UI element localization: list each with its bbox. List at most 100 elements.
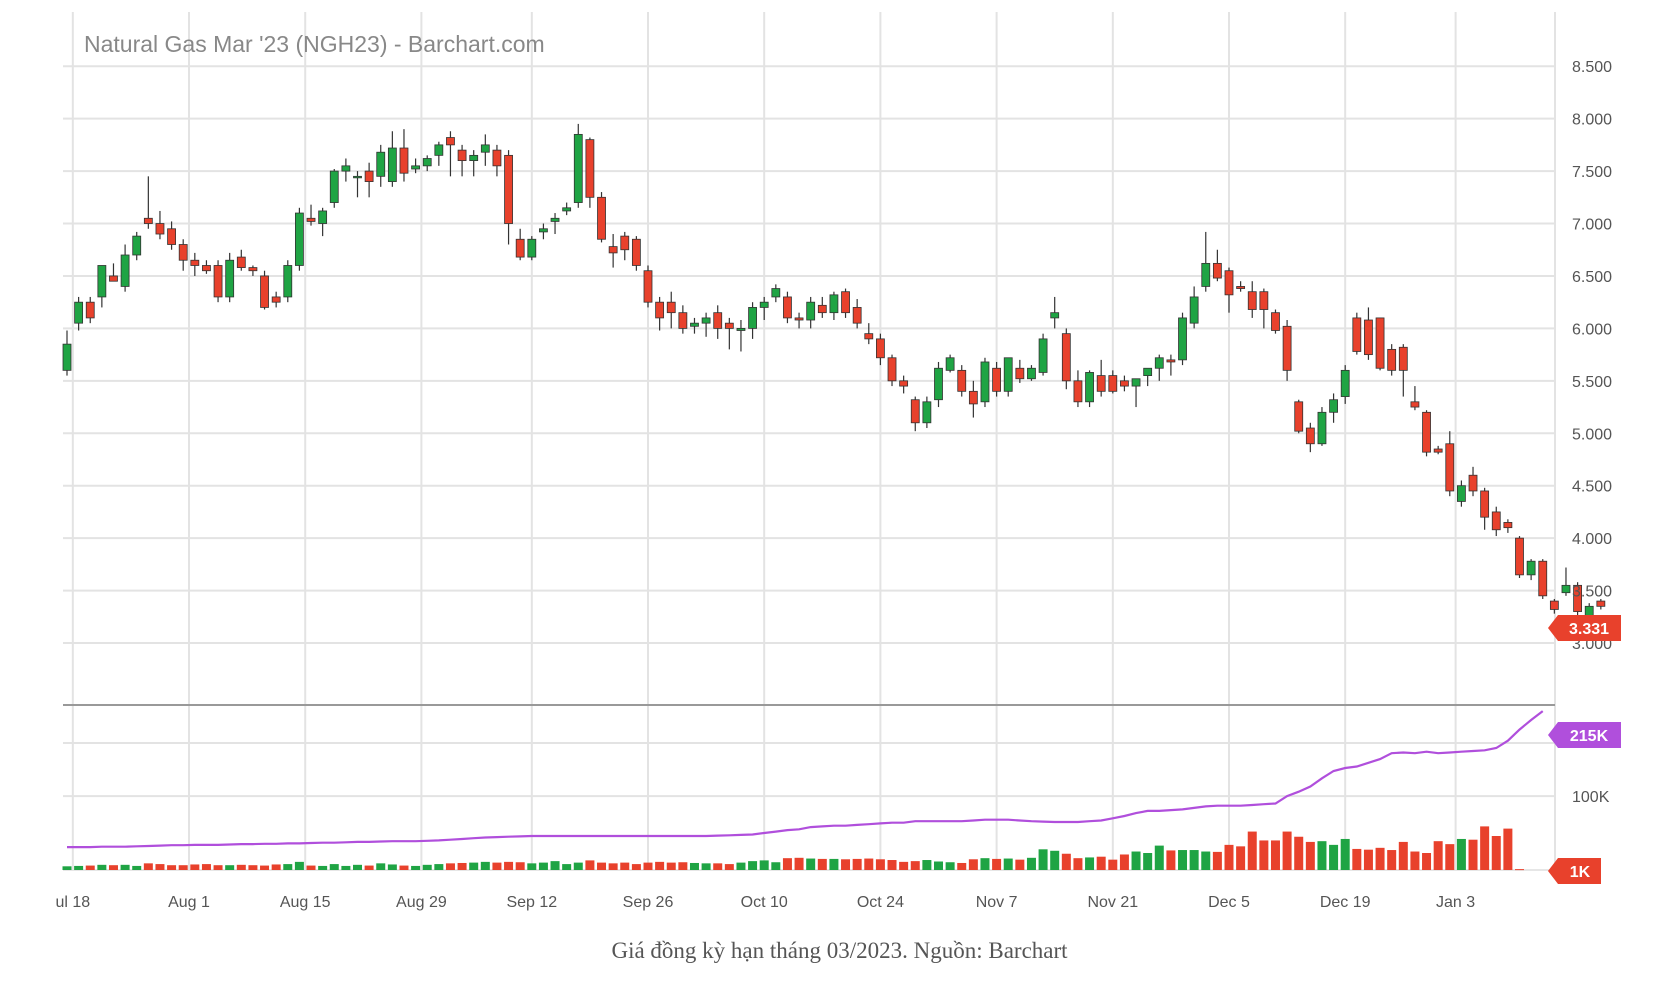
volume-bar — [1294, 836, 1304, 870]
volume-bar — [1189, 850, 1199, 870]
volume-bar — [1433, 841, 1443, 870]
volume-bar — [1515, 869, 1524, 871]
candle — [771, 284, 781, 303]
candle — [1085, 370, 1094, 408]
candle-body — [132, 235, 142, 256]
volume-bar — [1398, 841, 1408, 870]
candle — [469, 150, 479, 177]
candle-body — [724, 322, 734, 329]
date-axis: ul 18 Aug 1 Aug 15 Aug 29 Sep 12 Sep 26 Oct 10… — [55, 894, 1475, 911]
volume-bar — [724, 864, 734, 870]
date-tick-label: Aug 29 — [396, 894, 447, 911]
candle — [783, 291, 792, 324]
candle — [1247, 281, 1257, 318]
candle — [666, 291, 676, 329]
candle-body — [515, 238, 525, 258]
volume-bar — [445, 863, 455, 870]
volume-bar — [817, 858, 827, 870]
candle-body — [469, 154, 479, 162]
price-tick-label: 5.500 — [1572, 374, 1612, 391]
volume-bar — [678, 862, 688, 870]
candle-body — [713, 312, 723, 329]
candle — [225, 252, 235, 303]
candle — [1003, 357, 1013, 397]
volume-bar — [376, 863, 386, 870]
candle — [980, 357, 990, 408]
candle — [806, 296, 816, 329]
volume-bar — [260, 865, 270, 870]
candle-body — [585, 139, 595, 198]
volume-bar — [1236, 846, 1246, 870]
candle — [85, 296, 95, 324]
candle — [248, 265, 258, 276]
candle — [1364, 307, 1373, 360]
volume-bar — [1038, 849, 1048, 870]
candle — [364, 162, 374, 198]
candle — [876, 333, 885, 366]
volume-bar — [1468, 839, 1478, 870]
candle — [109, 263, 118, 282]
volume-bar — [271, 864, 281, 870]
candle-body — [829, 294, 839, 314]
date-tick-label: ul 18 — [55, 894, 90, 911]
candle — [550, 213, 560, 235]
candle-body — [74, 301, 84, 324]
last-price-value: 3.331 — [1569, 621, 1609, 638]
candle-body — [736, 328, 746, 331]
volume-bar — [643, 862, 653, 870]
candle-body — [109, 275, 118, 282]
candle-body — [1108, 375, 1118, 392]
volume-bar — [1224, 844, 1234, 870]
candle — [1526, 559, 1536, 581]
candle-body — [1549, 600, 1559, 610]
candle — [1410, 386, 1420, 411]
candle — [794, 312, 804, 329]
volume-bar — [1352, 848, 1362, 870]
volume-bar — [666, 862, 676, 870]
candle-body — [504, 154, 513, 224]
volume-bar — [143, 863, 153, 870]
volume-bar — [387, 864, 397, 870]
candle-body — [1422, 411, 1431, 453]
candle — [132, 231, 142, 261]
candle-body — [1375, 317, 1385, 369]
candle — [1457, 480, 1466, 507]
candle-body — [1201, 262, 1211, 287]
volume-bar — [597, 862, 607, 870]
candle — [1561, 567, 1571, 596]
volume-bar — [875, 859, 885, 870]
volume-bar — [1143, 853, 1153, 870]
candle — [1549, 598, 1559, 614]
volume-bar — [655, 861, 665, 870]
candle — [701, 312, 711, 337]
candle-body — [225, 259, 235, 298]
volume-bar — [329, 864, 339, 870]
date-tick-label: Aug 15 — [280, 894, 331, 911]
candle-body — [341, 165, 351, 172]
candle — [1445, 431, 1455, 497]
candle — [1375, 317, 1385, 371]
candle — [1317, 407, 1327, 446]
volume-bar — [608, 863, 618, 870]
candle — [399, 129, 409, 182]
volume-bar — [922, 860, 932, 870]
price-tick-label: 8.000 — [1572, 112, 1612, 129]
last-volume-value: 1K — [1570, 864, 1591, 881]
candle-body — [1515, 537, 1524, 576]
volume-axis: 100K — [1572, 789, 1610, 806]
candle-body — [1015, 367, 1025, 380]
candle-body — [1096, 375, 1106, 392]
candle — [817, 296, 827, 318]
candle — [922, 396, 932, 429]
candle — [434, 141, 444, 166]
volume-bar — [852, 858, 862, 870]
price-tick-label: 7.000 — [1572, 217, 1612, 234]
candle — [1236, 281, 1246, 292]
date-tick-label: Sep 12 — [506, 894, 557, 911]
candle — [283, 260, 293, 303]
volume-bar — [1491, 836, 1501, 870]
candle — [167, 221, 176, 250]
candle — [1538, 559, 1548, 599]
last-oi-label: 215K — [1548, 722, 1621, 748]
candle — [1480, 487, 1490, 530]
